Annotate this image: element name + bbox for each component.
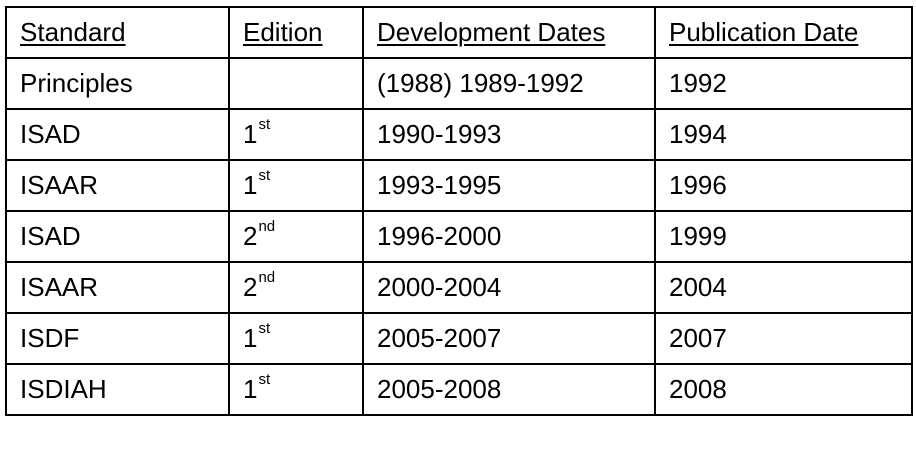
cell-development-dates: 1996-2000: [362, 210, 656, 263]
cell-standard: ISDIAH: [5, 363, 230, 416]
cell-edition: 2nd: [228, 261, 364, 314]
cell-publication-date: 1994: [654, 108, 913, 161]
cell-edition: 1st: [228, 312, 364, 365]
edition-number: 2: [243, 221, 258, 251]
cell-publication-date: 1996: [654, 159, 913, 212]
cell-development-dates: (1988) 1989-1992: [362, 57, 656, 110]
header-edition: Edition: [228, 6, 364, 59]
edition-number: 1: [243, 170, 258, 200]
cell-publication-date: 2004: [654, 261, 913, 314]
cell-edition: 1st: [228, 108, 364, 161]
cell-edition: 1st: [228, 363, 364, 416]
header-standard-label: Standard: [20, 17, 126, 47]
cell-standard: Principles: [5, 57, 230, 110]
cell-edition: 1st: [228, 159, 364, 212]
edition-ordinal-suffix: st: [258, 320, 271, 337]
document-body: Standard Edition Development Dates Publi…: [5, 6, 913, 416]
edition-ordinal-suffix: st: [258, 371, 271, 388]
edition-ordinal-suffix: nd: [258, 269, 276, 286]
standards-table: Standard Edition Development Dates Publi…: [5, 6, 913, 416]
table-row: ISAAR 2nd 2000-2004 2004: [5, 261, 913, 314]
table-row: ISDIAH 1st 2005-2008 2008: [5, 363, 913, 416]
cell-standard: ISAD: [5, 108, 230, 161]
cell-standard: ISDF: [5, 312, 230, 365]
edition-ordinal-suffix: st: [258, 167, 271, 184]
edition-number: 1: [243, 119, 258, 149]
cell-edition: [228, 57, 364, 110]
edition-ordinal-suffix: st: [258, 116, 271, 133]
header-publication-date: Publication Date: [654, 6, 913, 59]
edition-number: 2: [243, 272, 258, 302]
header-publication-date-label: Publication Date: [669, 17, 859, 47]
header-development-dates: Development Dates: [362, 6, 656, 59]
table-row: ISAD 1st 1990-1993 1994: [5, 108, 913, 161]
cell-development-dates: 2000-2004: [362, 261, 656, 314]
table-header-row: Standard Edition Development Dates Publi…: [5, 6, 913, 59]
cell-development-dates: 1993-1995: [362, 159, 656, 212]
cell-standard: ISAAR: [5, 261, 230, 314]
cell-development-dates: 1990-1993: [362, 108, 656, 161]
cell-edition: 2nd: [228, 210, 364, 263]
cell-standard: ISAD: [5, 210, 230, 263]
edition-number: 1: [243, 323, 258, 353]
table-row: ISDF 1st 2005-2007 2007: [5, 312, 913, 365]
cell-standard: ISAAR: [5, 159, 230, 212]
edition-ordinal-suffix: nd: [258, 218, 276, 235]
cell-publication-date: 2007: [654, 312, 913, 365]
cell-development-dates: 2005-2008: [362, 363, 656, 416]
table-row: ISAD 2nd 1996-2000 1999: [5, 210, 913, 263]
cell-publication-date: 2008: [654, 363, 913, 416]
header-edition-label: Edition: [243, 17, 323, 47]
cell-publication-date: 1992: [654, 57, 913, 110]
edition-number: 1: [243, 374, 258, 404]
cell-publication-date: 1999: [654, 210, 913, 263]
table-row: Principles (1988) 1989-1992 1992: [5, 57, 913, 110]
cell-development-dates: 2005-2007: [362, 312, 656, 365]
header-standard: Standard: [5, 6, 230, 59]
table-row: ISAAR 1st 1993-1995 1996: [5, 159, 913, 212]
header-development-dates-label: Development Dates: [377, 17, 606, 47]
